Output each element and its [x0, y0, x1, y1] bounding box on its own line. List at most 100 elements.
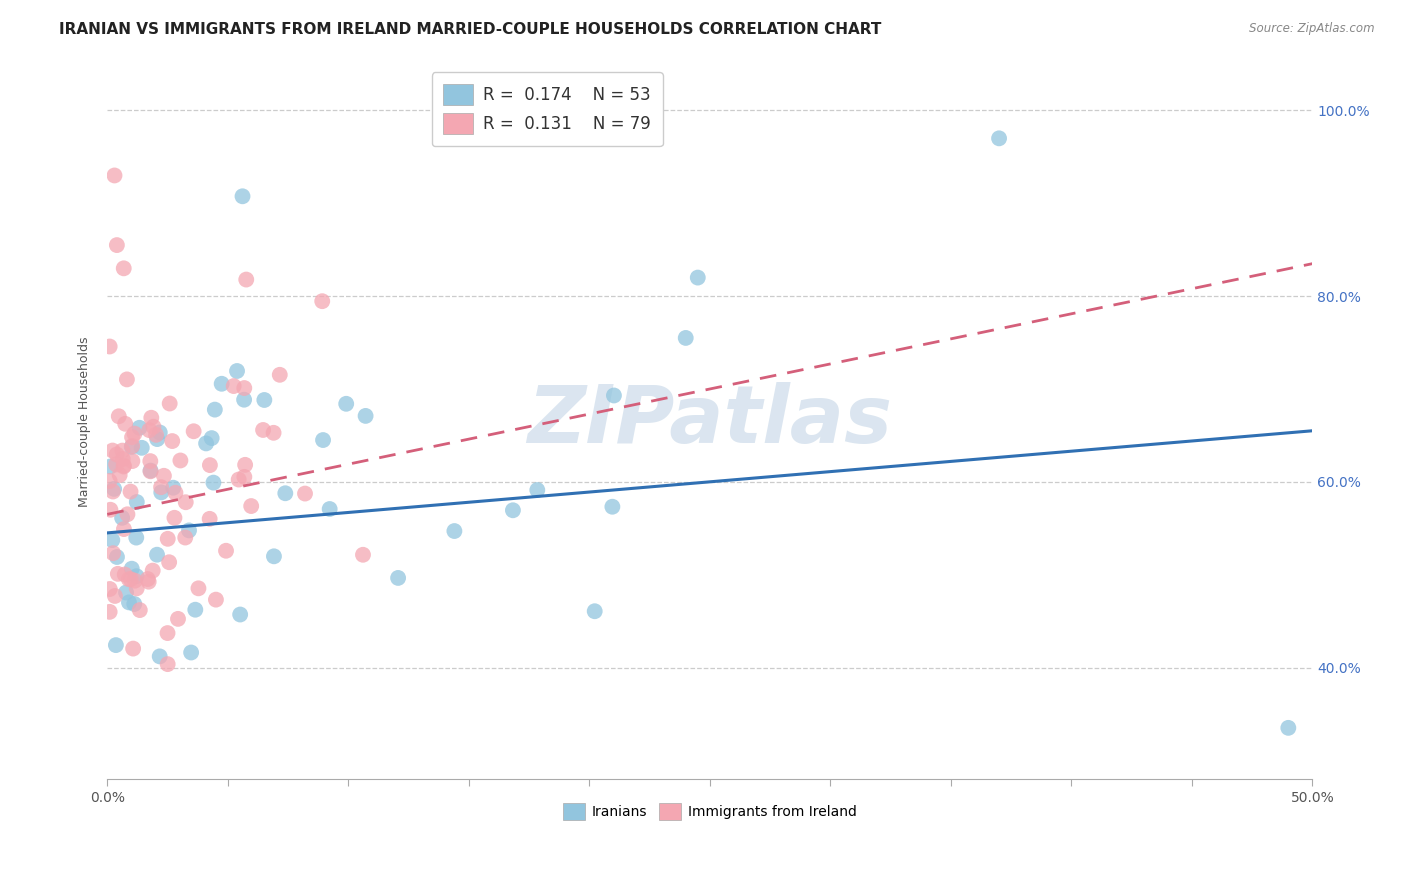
Point: [603, 388, 626, 402]
Point: [139, 454, 162, 468]
Point: [198, 512, 221, 526]
Point: [169, 453, 191, 467]
Point: [156, 532, 179, 546]
Point: [141, 410, 163, 425]
Point: [686, 270, 709, 285]
Point: [105, 458, 128, 472]
Point: [183, 424, 205, 438]
Point: [138, 423, 160, 437]
Point: [165, 485, 187, 500]
Point: [145, 427, 167, 442]
Point: [150, 485, 173, 500]
Point: [125, 582, 148, 596]
Point: [263, 425, 285, 440]
Text: ZIPatlas: ZIPatlas: [527, 383, 893, 460]
Point: [98, 605, 121, 619]
Point: [112, 459, 135, 474]
Point: [318, 502, 340, 516]
Point: [184, 603, 207, 617]
Point: [252, 423, 274, 437]
Text: IRANIAN VS IMMIGRANTS FROM IRELAND MARRIED-COUPLE HOUSEHOLDS CORRELATION CHART: IRANIAN VS IMMIGRANTS FROM IRELAND MARRI…: [59, 22, 882, 37]
Point: [602, 500, 624, 514]
Point: [195, 436, 218, 450]
Point: [502, 503, 524, 517]
Point: [202, 475, 225, 490]
Point: [153, 468, 176, 483]
Point: [98, 474, 121, 488]
Point: [131, 441, 153, 455]
Point: [139, 464, 162, 478]
Point: [122, 641, 145, 656]
Legend: Iranians, Immigrants from Ireland: Iranians, Immigrants from Ireland: [557, 797, 862, 826]
Point: [163, 510, 186, 524]
Point: [229, 607, 252, 622]
Point: [156, 657, 179, 672]
Point: [263, 549, 285, 564]
Point: [354, 409, 377, 423]
Point: [150, 480, 173, 494]
Point: [233, 381, 256, 395]
Point: [125, 531, 148, 545]
Point: [124, 426, 146, 441]
Point: [107, 566, 129, 581]
Point: [211, 376, 233, 391]
Point: [198, 458, 221, 472]
Point: [121, 430, 143, 444]
Point: [101, 484, 124, 499]
Point: [274, 486, 297, 500]
Point: [180, 646, 202, 660]
Point: [215, 543, 238, 558]
Point: [111, 452, 134, 467]
Point: [111, 443, 134, 458]
Point: [233, 470, 256, 484]
Point: [352, 548, 374, 562]
Point: [111, 510, 134, 524]
Point: [149, 649, 172, 664]
Point: [98, 582, 121, 596]
Point: [162, 481, 184, 495]
Point: [675, 331, 697, 345]
Point: [583, 604, 606, 618]
Point: [115, 585, 138, 599]
Point: [156, 626, 179, 640]
Point: [167, 612, 190, 626]
Point: [120, 572, 142, 586]
Point: [174, 531, 197, 545]
Y-axis label: Married-couple Households: Married-couple Households: [79, 336, 91, 507]
Point: [125, 569, 148, 583]
Point: [146, 548, 169, 562]
Point: [1277, 721, 1299, 735]
Point: [233, 458, 256, 472]
Point: [121, 562, 143, 576]
Point: [312, 433, 335, 447]
Point: [138, 574, 160, 589]
Point: [233, 392, 256, 407]
Point: [228, 473, 250, 487]
Point: [112, 261, 135, 276]
Point: [149, 425, 172, 440]
Point: [235, 272, 257, 286]
Point: [112, 458, 135, 473]
Point: [100, 502, 122, 516]
Point: [142, 419, 165, 434]
Point: [311, 294, 333, 309]
Point: [118, 572, 141, 586]
Point: [174, 495, 197, 509]
Point: [187, 582, 209, 596]
Point: [128, 603, 150, 617]
Point: [226, 364, 249, 378]
Point: [177, 524, 200, 538]
Text: Source: ZipAtlas.com: Source: ZipAtlas.com: [1250, 22, 1375, 36]
Point: [269, 368, 291, 382]
Point: [142, 564, 165, 578]
Point: [222, 379, 245, 393]
Point: [117, 508, 139, 522]
Point: [104, 638, 127, 652]
Point: [146, 432, 169, 446]
Point: [124, 574, 146, 588]
Point: [139, 464, 162, 478]
Point: [108, 468, 131, 483]
Point: [98, 339, 121, 353]
Point: [103, 169, 125, 183]
Point: [136, 572, 159, 586]
